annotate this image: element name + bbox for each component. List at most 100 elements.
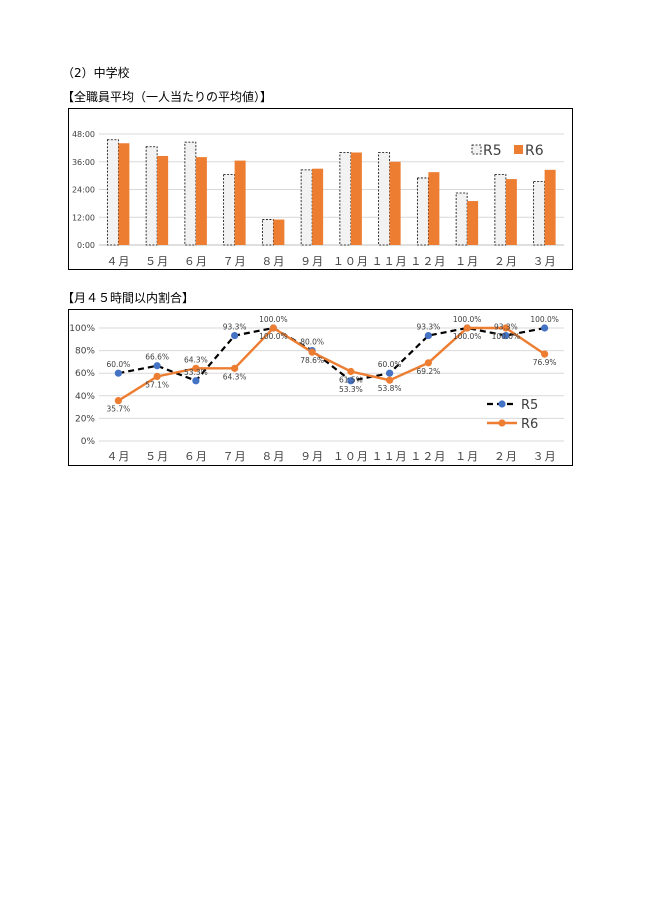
point-r6 xyxy=(424,359,432,367)
x-tick-label: １０月 xyxy=(333,255,369,268)
legend-swatch-r6 xyxy=(514,145,523,154)
x-tick-label: ４月 xyxy=(106,255,130,268)
point-r5 xyxy=(502,331,510,340)
bar-r6 xyxy=(505,179,517,245)
point-r6 xyxy=(502,324,510,332)
bar-chart: 0:00 12:00 24:00 36:00 48:00 ４月 ５月 ６月 ７月 ８月 ９月 １０月 １… xyxy=(72,130,564,268)
x-tick-label: ４月 xyxy=(106,450,130,463)
y-tick-label: 100% xyxy=(69,324,95,334)
y-tick-label: 80% xyxy=(75,347,95,357)
x-tick-label: １２月 xyxy=(410,450,446,463)
point-r6 xyxy=(231,364,239,372)
x-tick-label: ２月 xyxy=(494,255,518,268)
data-label-r5: 93.3% xyxy=(494,323,518,332)
point-r6 xyxy=(347,367,355,376)
data-label-r5: 53.3% xyxy=(184,368,208,377)
x-tick-label: ９月 xyxy=(300,255,324,268)
legend-label-r6: R6 xyxy=(521,417,538,432)
bar-r6 xyxy=(195,157,207,245)
x-tick-label: ３月 xyxy=(533,450,557,463)
series-line-r6 xyxy=(117,326,546,402)
line-chart-frame: 0% 20% 40% 60% 80% 100% ４月 ５月 ６月 ７月 ８月 ９月 １０月 １１月 １２月 １… xyxy=(68,309,573,466)
bar-r6 xyxy=(544,169,556,245)
bar-r6 xyxy=(157,155,169,245)
data-label-r6: 61.5% xyxy=(339,376,363,385)
x-tick-label: ６月 xyxy=(184,255,208,268)
point-r6 xyxy=(463,324,471,332)
bar-r5 xyxy=(533,181,546,246)
y-tick-label: 60% xyxy=(75,369,95,379)
x-tick-label: ７月 xyxy=(223,450,247,463)
y-tick-label: 36:00 xyxy=(72,158,95,167)
data-label-r5: 93.3% xyxy=(223,323,247,332)
point-r5 xyxy=(114,369,122,377)
y-tick-label: 48:00 xyxy=(72,130,95,139)
point-r5 xyxy=(192,377,200,385)
data-label-r6: 78.6% xyxy=(300,356,324,365)
x-tick-label: １２月 xyxy=(410,255,446,268)
point-r5 xyxy=(231,331,239,340)
bar-r6 xyxy=(273,219,285,245)
bar-r5 xyxy=(416,177,429,246)
data-label-r6: 64.3% xyxy=(223,372,247,381)
y-tick-label: 40% xyxy=(75,392,95,402)
legend-marker-r5 xyxy=(498,400,506,408)
point-r6 xyxy=(153,372,161,381)
bar-r6 xyxy=(118,143,130,245)
point-r6 xyxy=(308,348,316,356)
line-chart: 0% 20% 40% 60% 80% 100% ４月 ５月 ６月 ７月 ８月 ９月 １０月 １１月 １２月 １… xyxy=(69,315,564,463)
x-tick-label: ８月 xyxy=(261,450,285,463)
bar-r6 xyxy=(312,168,324,245)
bar-r5 xyxy=(378,152,391,246)
y-tick-label: 0:00 xyxy=(77,241,95,250)
x-tick-label: ７月 xyxy=(223,255,247,268)
legend-label-r5: R5 xyxy=(521,398,538,413)
x-tick-label: ８月 xyxy=(261,255,285,268)
data-label-r6: 100.0% xyxy=(453,332,482,341)
bar-r5 xyxy=(106,139,119,246)
y-tick-label: 12:00 xyxy=(72,213,95,222)
point-r6 xyxy=(386,376,394,384)
line-chart-title: 【月４５時間以内割合】 xyxy=(62,291,195,305)
y-tick-label: 24:00 xyxy=(72,186,95,195)
x-tick-label: ５月 xyxy=(145,255,169,268)
y-tick-label: 20% xyxy=(75,414,95,424)
bar-chart-frame: 0:00 12:00 24:00 36:00 48:00 ４月 ５月 ６月 ７月 ８月 ９月 １０月 １… xyxy=(68,108,573,270)
bar-r6 xyxy=(467,201,479,245)
data-label-r5: 100.0% xyxy=(259,315,288,324)
point-r6 xyxy=(541,350,549,358)
x-tick-label: ３月 xyxy=(533,255,557,268)
x-tick-label: １０月 xyxy=(333,450,369,463)
legend-label-r6: R6 xyxy=(525,143,544,159)
bar-r5 xyxy=(455,192,468,246)
x-tick-label: ２月 xyxy=(494,450,518,463)
data-label-r6: 35.7% xyxy=(106,405,130,414)
bar-r6 xyxy=(389,161,401,245)
data-label-r6: 57.1% xyxy=(145,380,169,389)
data-label-r5: 60.0% xyxy=(378,360,402,369)
data-label-r5: 100.0% xyxy=(453,315,482,324)
data-label-r6: 69.2% xyxy=(416,367,440,376)
data-label-r6: 100.0% xyxy=(259,332,288,341)
data-label-r5: 60.0% xyxy=(106,360,130,369)
data-label-r5: 100.0% xyxy=(530,315,559,324)
data-label-r6: 53.8% xyxy=(378,384,402,393)
x-tick-label: １月 xyxy=(455,450,479,463)
point-r6 xyxy=(269,324,277,332)
data-label-r6: 100.0% xyxy=(492,332,521,341)
legend-swatch-r5 xyxy=(471,144,482,155)
legend-marker-r6 xyxy=(498,419,506,427)
x-tick-label: １１月 xyxy=(372,450,408,463)
point-r5 xyxy=(386,369,394,377)
bar-r5 xyxy=(494,174,507,246)
data-label-r6: 64.3% xyxy=(184,355,208,364)
x-tick-label: ５月 xyxy=(145,450,169,463)
bar-r5 xyxy=(184,141,197,246)
data-label-r5: 93.3% xyxy=(416,323,440,332)
point-r5 xyxy=(347,377,355,385)
x-tick-label: ９月 xyxy=(300,450,324,463)
bar-r6 xyxy=(234,160,246,245)
data-label-r5: 80.0% xyxy=(300,338,324,347)
bar-r5 xyxy=(145,146,158,246)
data-label-r5: 53.3% xyxy=(339,385,363,394)
